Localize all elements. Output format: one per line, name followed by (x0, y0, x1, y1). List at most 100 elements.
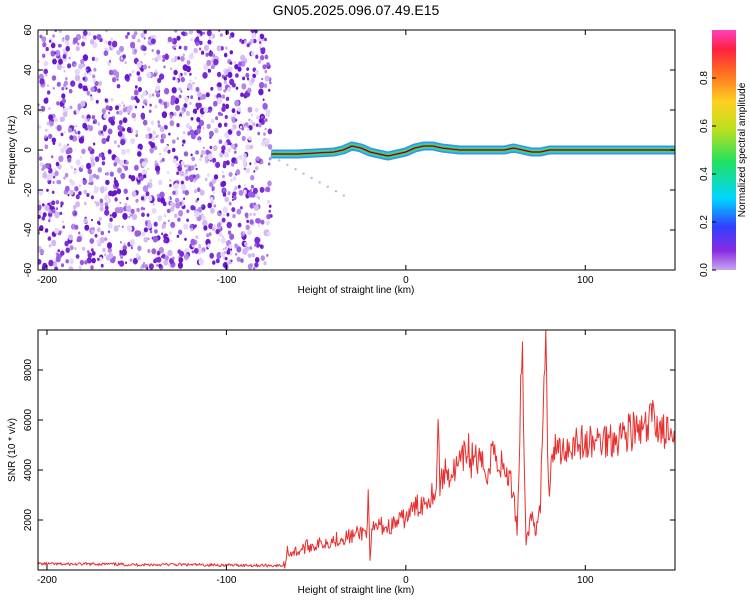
noise-point (54, 117, 59, 123)
noise-point (202, 72, 208, 79)
noise-point (266, 214, 271, 220)
noise-point (159, 126, 165, 133)
noise-point (194, 210, 200, 218)
noise-point (52, 58, 57, 65)
noise-point (251, 32, 257, 39)
noise-point (190, 95, 194, 100)
noise-point (230, 259, 233, 263)
noise-point (194, 76, 197, 80)
noise-point (143, 227, 148, 233)
noise-point (95, 99, 99, 104)
noise-point (51, 209, 56, 214)
noise-point (198, 258, 204, 266)
noise-point (263, 83, 268, 88)
noise-point (266, 254, 269, 257)
noise-point (231, 116, 237, 124)
colorbar-tick-label: 0.8 (699, 71, 710, 85)
noise-point (193, 179, 196, 183)
noise-point (163, 65, 166, 69)
noise-point (170, 221, 176, 228)
noise-point (107, 230, 111, 234)
noise-point (89, 96, 94, 102)
noise-point (201, 149, 206, 155)
noise-point (171, 38, 175, 43)
noise-point (89, 238, 95, 244)
noise-point (234, 99, 240, 107)
noise-point (137, 245, 142, 252)
noise-point (232, 176, 237, 181)
noise-point (118, 110, 123, 116)
noise-point (146, 266, 149, 270)
noise-point (213, 174, 219, 180)
noise-point (148, 65, 151, 69)
noise-point (230, 32, 235, 38)
noise-point (115, 73, 119, 79)
noise-point (259, 244, 263, 248)
top-x-axis-label: Height of straight line (km) (298, 285, 415, 296)
noise-point (163, 87, 170, 95)
noise-point (60, 147, 65, 154)
noise-point (56, 253, 61, 259)
noise-point (264, 75, 270, 82)
noise-point (42, 212, 47, 218)
noise-point (86, 193, 90, 197)
noise-point (78, 137, 85, 144)
noise-point (253, 38, 257, 44)
noise-point (105, 105, 110, 111)
noise-point (259, 186, 265, 193)
noise-point (134, 96, 138, 101)
noise-point (151, 208, 157, 214)
snr-panel: -200 -100 0 100 2000 4000 6000 8000 Height of … (7, 329, 676, 596)
noise-point (193, 247, 199, 254)
noise-point (203, 106, 209, 113)
noise-point (173, 112, 177, 117)
noise-point (108, 69, 114, 76)
noise-point (135, 198, 139, 203)
noise-point (149, 147, 154, 154)
chart-title: GN05.2025.096.07.49.E15 (273, 2, 440, 18)
noise-point (84, 224, 90, 231)
noise-point (44, 135, 47, 139)
noise-point (249, 263, 253, 268)
noise-point (241, 39, 245, 44)
noise-point (263, 261, 267, 266)
noise-point (170, 197, 172, 200)
noise-point (98, 222, 101, 226)
noise-point (161, 232, 164, 236)
noise-point (140, 112, 146, 119)
noise-point (196, 107, 199, 110)
noise-point (139, 175, 144, 181)
noise-point (119, 45, 124, 53)
noise-point (205, 149, 210, 155)
noise-point (142, 64, 148, 70)
noise-point (121, 249, 128, 256)
noise-point (222, 103, 226, 107)
noise-point (50, 42, 56, 49)
noise-point (245, 144, 251, 151)
noise-point (228, 172, 233, 177)
noise-point (147, 249, 151, 253)
noise-point (94, 156, 100, 163)
noise-point (185, 164, 190, 168)
colorbar-tick-label: 0.2 (699, 215, 710, 229)
noise-point (260, 48, 263, 51)
noise-point (142, 169, 148, 176)
noise-point (83, 30, 88, 36)
noise-point (81, 41, 86, 47)
noise-point (97, 122, 101, 126)
noise-point (151, 93, 155, 97)
noise-point (195, 235, 199, 239)
noise-point (157, 120, 161, 124)
noise-point (65, 259, 69, 264)
noise-point (221, 217, 226, 223)
noise-point (158, 263, 162, 268)
noise-point (219, 210, 222, 214)
noise-point (75, 124, 78, 128)
noise-point (89, 174, 94, 180)
noise-point (122, 117, 128, 124)
noise-point (196, 116, 201, 123)
noise-point (130, 96, 135, 101)
noise-point (100, 263, 104, 268)
noise-point (54, 227, 59, 234)
top-x-axis: -200 -100 0 100 (37, 30, 594, 286)
